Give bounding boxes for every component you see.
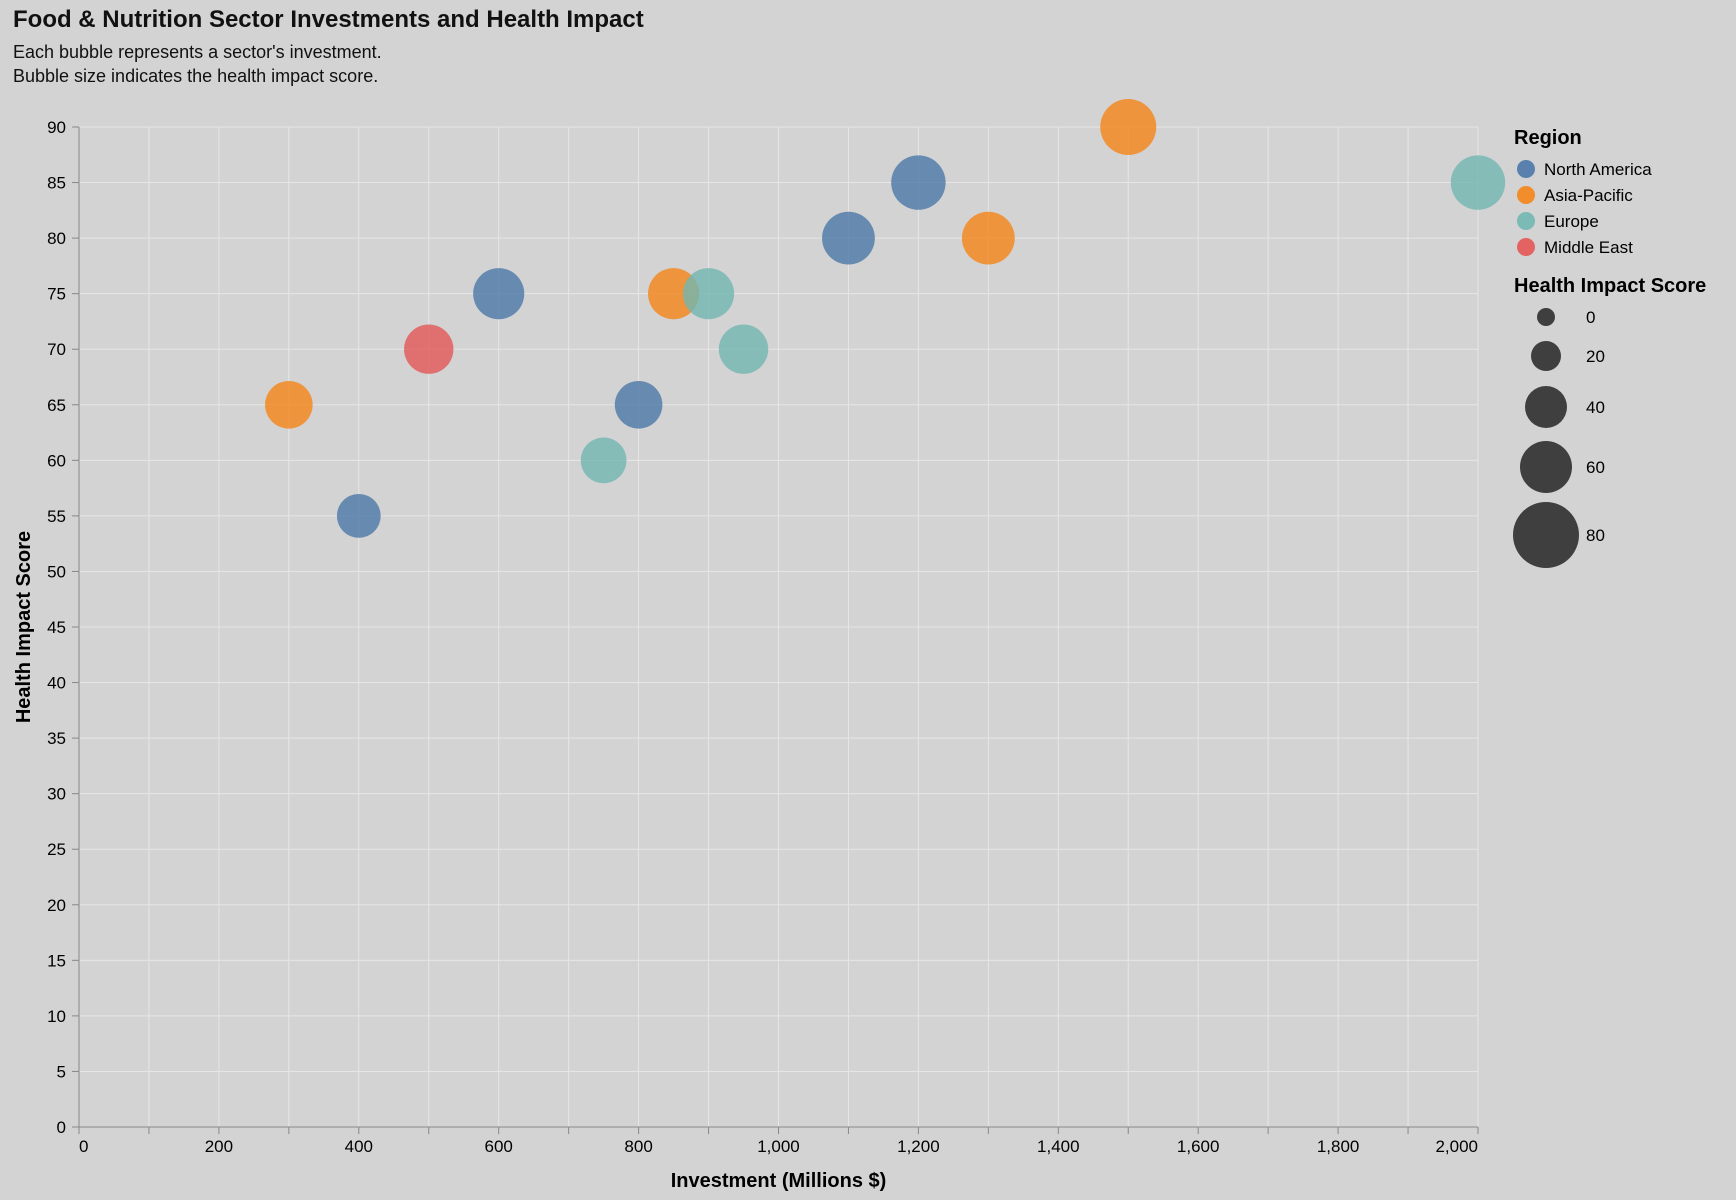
chart-subtitle-line-2: Bubble size indicates the health impact … bbox=[13, 66, 379, 86]
y-tick-label: 30 bbox=[47, 785, 66, 804]
legend-label: Asia-Pacific bbox=[1544, 186, 1633, 205]
legend-size-bubble bbox=[1537, 308, 1555, 326]
data-bubble bbox=[1450, 155, 1506, 210]
legend-swatch bbox=[1517, 160, 1535, 178]
legend-label: Europe bbox=[1544, 212, 1599, 231]
x-tick-label: 200 bbox=[205, 1137, 233, 1156]
x-tick-label: 1,600 bbox=[1177, 1137, 1220, 1156]
data-bubble bbox=[336, 494, 381, 538]
y-tick-label: 0 bbox=[57, 1118, 66, 1137]
legend-label: North America bbox=[1544, 160, 1652, 179]
legend-size-bubble bbox=[1525, 386, 1567, 428]
legend-size-label: 20 bbox=[1586, 347, 1605, 366]
legend-size-bubble bbox=[1531, 341, 1561, 371]
y-tick-label: 40 bbox=[47, 674, 66, 693]
y-tick-label: 65 bbox=[47, 396, 66, 415]
y-tick-label: 90 bbox=[47, 118, 66, 137]
x-tick-label: 800 bbox=[624, 1137, 652, 1156]
legend-swatch bbox=[1517, 238, 1535, 256]
legend-swatch bbox=[1517, 212, 1535, 230]
data-bubble bbox=[822, 211, 875, 265]
y-tick-label: 50 bbox=[47, 562, 66, 581]
y-tick-label: 45 bbox=[47, 618, 66, 637]
y-tick-label: 5 bbox=[57, 1062, 66, 1081]
data-bubble bbox=[891, 155, 946, 210]
x-tick-label: 0 bbox=[79, 1137, 88, 1156]
y-tick-label: 80 bbox=[47, 229, 66, 248]
y-tick-label: 60 bbox=[47, 451, 66, 470]
x-tick-label: 600 bbox=[485, 1137, 513, 1156]
y-tick-label: 20 bbox=[47, 896, 66, 915]
x-tick-label: 1,000 bbox=[757, 1137, 800, 1156]
data-bubble bbox=[614, 380, 663, 429]
legend-title-region: Region bbox=[1514, 127, 1582, 149]
x-tick-label: 1,800 bbox=[1317, 1137, 1360, 1156]
y-tick-label: 70 bbox=[47, 340, 66, 359]
chart-subtitle-line-1: Each bubble represents a sector's invest… bbox=[13, 42, 382, 62]
x-tick-label: 400 bbox=[345, 1137, 373, 1156]
x-axis-title: Investment (Millions $) bbox=[671, 1170, 887, 1192]
y-tick-label: 55 bbox=[47, 507, 66, 526]
legend-size-label: 40 bbox=[1586, 398, 1605, 417]
data-bubble bbox=[1100, 99, 1157, 155]
y-tick-label: 25 bbox=[47, 840, 66, 859]
chart-title: Food & Nutrition Sector Investments and … bbox=[13, 6, 644, 33]
y-axis-title: Health Impact Score bbox=[13, 531, 35, 723]
y-tick-label: 10 bbox=[47, 1007, 66, 1026]
data-bubble bbox=[404, 324, 454, 374]
y-tick-label: 15 bbox=[47, 951, 66, 970]
legend-size-bubble bbox=[1520, 441, 1572, 493]
x-tick-label: 2,000 bbox=[1435, 1137, 1478, 1156]
legend-size-label: 80 bbox=[1586, 526, 1605, 545]
legend-size-label: 60 bbox=[1586, 458, 1605, 477]
legend-label: Middle East bbox=[1544, 238, 1633, 257]
y-tick-label: 35 bbox=[47, 729, 66, 748]
x-tick-label: 1,400 bbox=[1037, 1137, 1080, 1156]
legend-size-label: 0 bbox=[1586, 308, 1595, 327]
legend-title-size: Health Impact Score bbox=[1514, 275, 1706, 297]
legend-size-bubble bbox=[1513, 502, 1579, 568]
y-tick-label: 85 bbox=[47, 174, 66, 193]
data-bubble bbox=[648, 268, 700, 320]
y-tick-label: 75 bbox=[47, 285, 66, 304]
data-bubble bbox=[961, 211, 1015, 265]
data-bubble bbox=[265, 380, 313, 429]
data-bubble bbox=[682, 268, 735, 320]
legend-swatch bbox=[1517, 186, 1535, 204]
data-bubble bbox=[473, 268, 525, 320]
data-bubble bbox=[580, 437, 627, 484]
x-tick-label: 1,200 bbox=[897, 1137, 940, 1156]
data-bubble bbox=[718, 324, 769, 374]
